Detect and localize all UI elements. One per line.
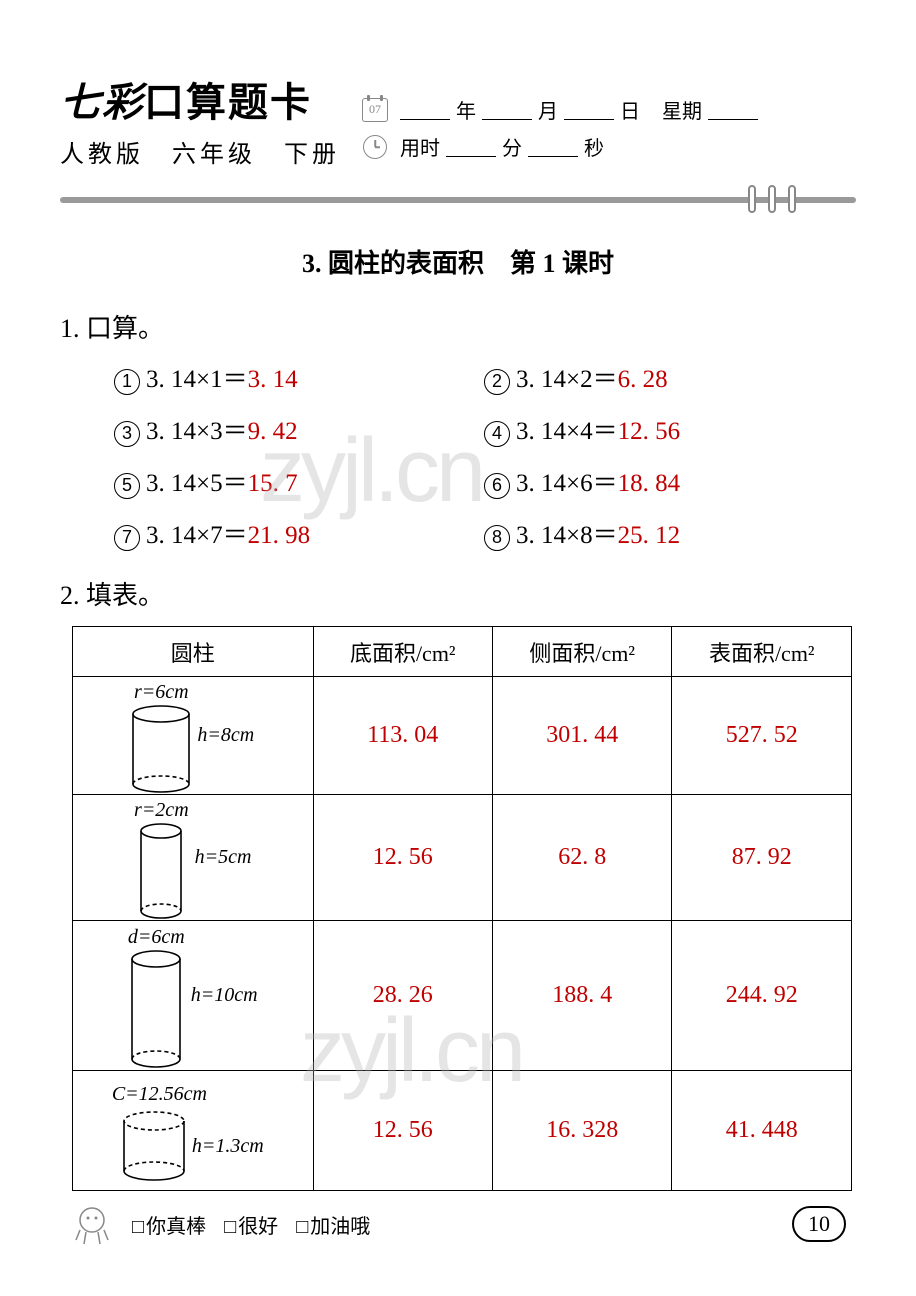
answer: 9. 42 — [248, 418, 298, 446]
expression: 3. 14×8＝ — [516, 515, 618, 551]
surface-area: 244. 92 — [672, 921, 852, 1071]
title-block: 七彩口算题卡 人教版 六年级 下册 — [60, 70, 340, 169]
q1-label: 1. 口算。 — [60, 308, 856, 345]
surface-area: 41. 448 — [672, 1071, 852, 1191]
lateral-area: 301. 44 — [492, 677, 671, 795]
surface-area: 87. 92 — [672, 795, 852, 921]
rating-good[interactable]: 很好 — [224, 1210, 278, 1239]
cylinder-cell: C=12.56cm h=1.3cm — [73, 1071, 314, 1191]
q2-block: 2. 填表。 圆柱底面积/cm²侧面积/cm²表面积/cm² r=6cm h=8cm… — [60, 575, 856, 1191]
cylinder-cell: r=6cm h=8cm — [73, 677, 314, 795]
mental-item: 13. 14×1＝3. 14 — [114, 359, 444, 395]
param2: h=8cm — [197, 724, 254, 747]
answer: 3. 14 — [248, 366, 298, 394]
cylinder-cell: r=2cm h=5cm — [73, 795, 314, 921]
weekday-blank[interactable] — [708, 100, 758, 120]
answer: 15. 7 — [248, 470, 298, 498]
item-number: 8 — [484, 525, 510, 551]
table-row: d=6cm h=10cm 28. 26188. 4244. 92 — [73, 921, 852, 1071]
expression: 3. 14×4＝ — [516, 411, 618, 447]
base-area: 28. 26 — [313, 921, 492, 1071]
rating-great[interactable]: 你真棒 — [132, 1210, 206, 1239]
param1: d=6cm — [128, 926, 185, 949]
lateral-area: 16. 328 — [492, 1071, 671, 1191]
mental-grid: 13. 14×1＝3. 14 23. 14×2＝6. 28 33. 14×3＝9. … — [114, 359, 856, 551]
answer: 6. 28 — [618, 366, 668, 394]
item-number: 4 — [484, 421, 510, 447]
q2-label: 2. 填表。 — [60, 575, 856, 612]
expression: 3. 14×6＝ — [516, 463, 618, 499]
mascot-icon — [70, 1202, 114, 1246]
answer: 18. 84 — [618, 470, 681, 498]
mental-item: 63. 14×6＝18. 84 — [484, 463, 814, 499]
base-area: 113. 04 — [313, 677, 492, 795]
section-title: 3. 圆柱的表面积 第 1 课时 — [60, 243, 856, 280]
param1: r=6cm — [134, 681, 189, 704]
page-header: 七彩口算题卡 人教版 六年级 下册 07 年 月 日 星期 用时 分 秒 — [60, 70, 856, 169]
minute-blank[interactable] — [446, 137, 496, 157]
mental-item: 83. 14×8＝25. 12 — [484, 515, 814, 551]
param2: h=10cm — [191, 984, 258, 1007]
second-blank[interactable] — [528, 137, 578, 157]
month-blank[interactable] — [482, 100, 532, 120]
clock-icon — [360, 133, 390, 161]
calendar-icon: 07 — [360, 96, 390, 124]
date-row: 07 年 月 日 星期 — [360, 95, 856, 124]
table-header: 底面积/cm² — [313, 627, 492, 677]
item-number: 6 — [484, 473, 510, 499]
base-area: 12. 56 — [313, 1071, 492, 1191]
cylinder-table: 圆柱底面积/cm²侧面积/cm²表面积/cm² r=6cm h=8cm 113. 04… — [72, 626, 852, 1191]
answer: 25. 12 — [618, 522, 681, 550]
time-row: 用时 分 秒 — [360, 132, 856, 161]
year-blank[interactable] — [400, 100, 450, 120]
expression: 3. 14×5＝ — [146, 463, 248, 499]
title-rest: 口算题卡 — [144, 80, 312, 125]
table-header: 圆柱 — [73, 627, 314, 677]
title-prefix: 七彩 — [60, 80, 144, 125]
surface-area: 527. 52 — [672, 677, 852, 795]
divider — [60, 185, 856, 215]
expression: 3. 14×3＝ — [146, 411, 248, 447]
table-header: 侧面积/cm² — [492, 627, 671, 677]
param1: C=12.56cm — [112, 1083, 207, 1106]
item-number: 1 — [114, 369, 140, 395]
param1: r=2cm — [134, 799, 189, 822]
answer: 21. 98 — [248, 522, 311, 550]
item-number: 5 — [114, 473, 140, 499]
meta-block: 07 年 月 日 星期 用时 分 秒 — [360, 95, 856, 169]
page-number: 10 — [792, 1206, 846, 1242]
footer: 你真棒 很好 加油哦 10 — [70, 1202, 846, 1246]
rating-tryhard[interactable]: 加油哦 — [296, 1210, 370, 1239]
mental-item: 73. 14×7＝21. 98 — [114, 515, 444, 551]
table-row: r=2cm h=5cm 12. 5662. 887. 92 — [73, 795, 852, 921]
mental-item: 53. 14×5＝15. 7 — [114, 463, 444, 499]
title-main: 七彩口算题卡 — [60, 70, 340, 128]
table-row: r=6cm h=8cm 113. 04301. 44527. 52 — [73, 677, 852, 795]
q1-block: 13. 14×1＝3. 14 23. 14×2＝6. 28 33. 14×3＝9. … — [60, 359, 856, 551]
expression: 3. 14×7＝ — [146, 515, 248, 551]
mental-item: 43. 14×4＝12. 56 — [484, 411, 814, 447]
item-number: 3 — [114, 421, 140, 447]
item-number: 2 — [484, 369, 510, 395]
answer: 12. 56 — [618, 418, 681, 446]
mental-item: 23. 14×2＝6. 28 — [484, 359, 814, 395]
mental-item: 33. 14×3＝9. 42 — [114, 411, 444, 447]
table-row: C=12.56cm h=1.3cm 12. 5616. 32841. 448 — [73, 1071, 852, 1191]
lateral-area: 62. 8 — [492, 795, 671, 921]
expression: 3. 14×2＝ — [516, 359, 618, 395]
base-area: 12. 56 — [313, 795, 492, 921]
cylinder-cell: d=6cm h=10cm — [73, 921, 314, 1071]
table-header: 表面积/cm² — [672, 627, 852, 677]
param2: h=5cm — [195, 846, 252, 869]
lateral-area: 188. 4 — [492, 921, 671, 1071]
title-subtitle: 人教版 六年级 下册 — [60, 134, 340, 169]
day-blank[interactable] — [564, 100, 614, 120]
expression: 3. 14×1＝ — [146, 359, 248, 395]
item-number: 7 — [114, 525, 140, 551]
param2: h=1.3cm — [192, 1135, 264, 1158]
